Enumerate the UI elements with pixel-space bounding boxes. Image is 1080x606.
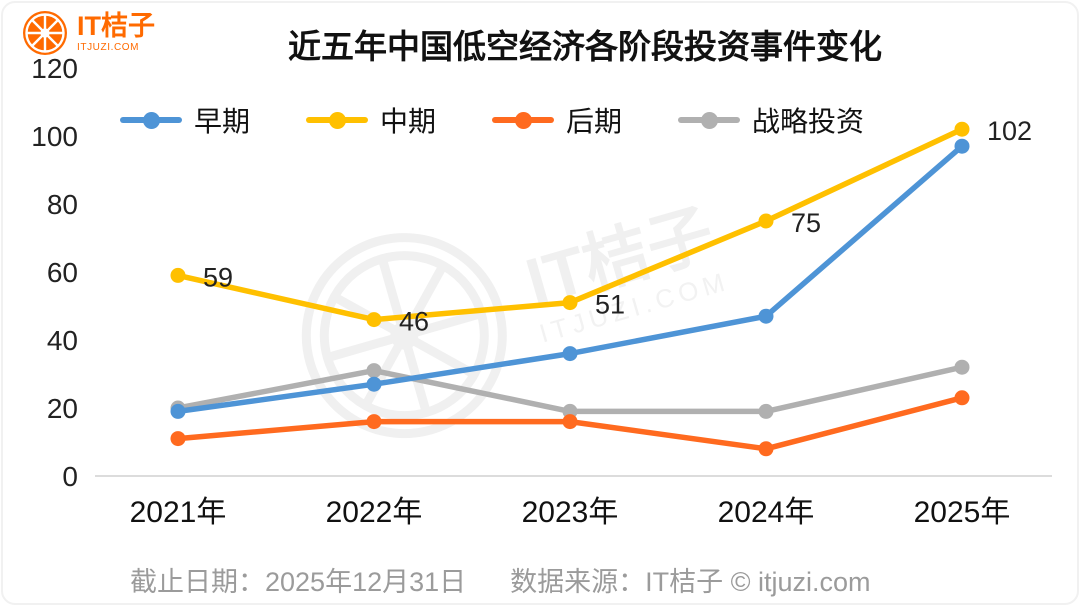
legend-item-mid: 中期 — [306, 100, 436, 140]
x-tick-label: 2022年 — [326, 496, 423, 529]
data-label: 102 — [987, 116, 1032, 146]
y-tick-label: 0 — [62, 461, 78, 492]
data-label: 46 — [399, 307, 429, 337]
chart-footer: 截止日期：2025年12月31日 数据来源：IT桔子 © itjuzi.com — [130, 560, 871, 599]
chart-title: 近五年中国低空经济各阶段投资事件变化 — [288, 28, 882, 65]
data-point-后期 — [170, 431, 186, 447]
chart-legend: 早期 中期 后期 战略投资 — [120, 100, 864, 140]
legend-label-early: 早期 — [194, 106, 251, 137]
y-tick-label: 40 — [47, 325, 78, 356]
data-point-早期 — [170, 403, 186, 419]
footer-source: 数据来源：IT桔子 © itjuzi.com — [510, 567, 871, 597]
x-tick-label: 2021年 — [130, 496, 227, 529]
logo-name: IT桔子 — [77, 11, 155, 41]
legend-label-mid: 中期 — [380, 106, 437, 137]
data-point-后期 — [562, 414, 578, 430]
orange-logo-icon — [23, 11, 67, 55]
legend-item-strategic: 战略投资 — [678, 100, 864, 140]
legend-label-late: 后期 — [566, 106, 623, 137]
legend-item-late: 后期 — [492, 100, 622, 140]
x-tick-label: 2025年 — [914, 496, 1011, 529]
data-point-早期 — [562, 346, 578, 362]
data-point-中期 — [758, 213, 774, 229]
data-point-战略投资 — [366, 363, 382, 379]
data-point-后期 — [758, 441, 774, 457]
data-label: 75 — [791, 208, 821, 238]
legend-item-early: 早期 — [120, 100, 250, 140]
data-point-中期 — [366, 312, 382, 328]
data-label: 51 — [595, 290, 625, 320]
itjuzi-logo: IT桔子 ITJUZI.COM — [22, 10, 155, 56]
data-point-后期 — [954, 390, 970, 406]
legend-label-strategic: 战略投资 — [752, 106, 865, 137]
y-tick-label: 20 — [47, 393, 78, 424]
data-label: 59 — [203, 262, 233, 292]
legend-marker-early-icon — [120, 111, 182, 129]
x-tick-label: 2023年 — [522, 496, 619, 529]
logo-text: IT桔子 ITJUZI.COM — [77, 13, 155, 53]
data-point-早期 — [758, 308, 774, 324]
y-tick-label: 80 — [47, 189, 78, 220]
legend-marker-mid-icon — [306, 111, 369, 129]
y-tick-label: 60 — [47, 257, 78, 288]
y-tick-label: 100 — [31, 121, 78, 152]
legend-marker-strategic-icon — [678, 111, 741, 129]
data-point-早期 — [954, 138, 970, 154]
data-point-中期 — [954, 121, 970, 137]
footer-deadline: 截止日期：2025年12月31日 — [130, 567, 467, 597]
data-point-后期 — [366, 414, 382, 430]
data-point-战略投资 — [758, 403, 774, 419]
data-point-中期 — [170, 267, 186, 283]
data-point-早期 — [366, 376, 382, 392]
logo-subtitle: ITJUZI.COM — [77, 42, 140, 53]
data-point-战略投资 — [954, 359, 970, 375]
x-tick-label: 2024年 — [718, 496, 815, 529]
series-line-中期 — [175, 126, 965, 323]
data-point-中期 — [562, 295, 578, 311]
legend-marker-late-icon — [492, 111, 555, 129]
y-tick-label: 120 — [31, 53, 78, 84]
